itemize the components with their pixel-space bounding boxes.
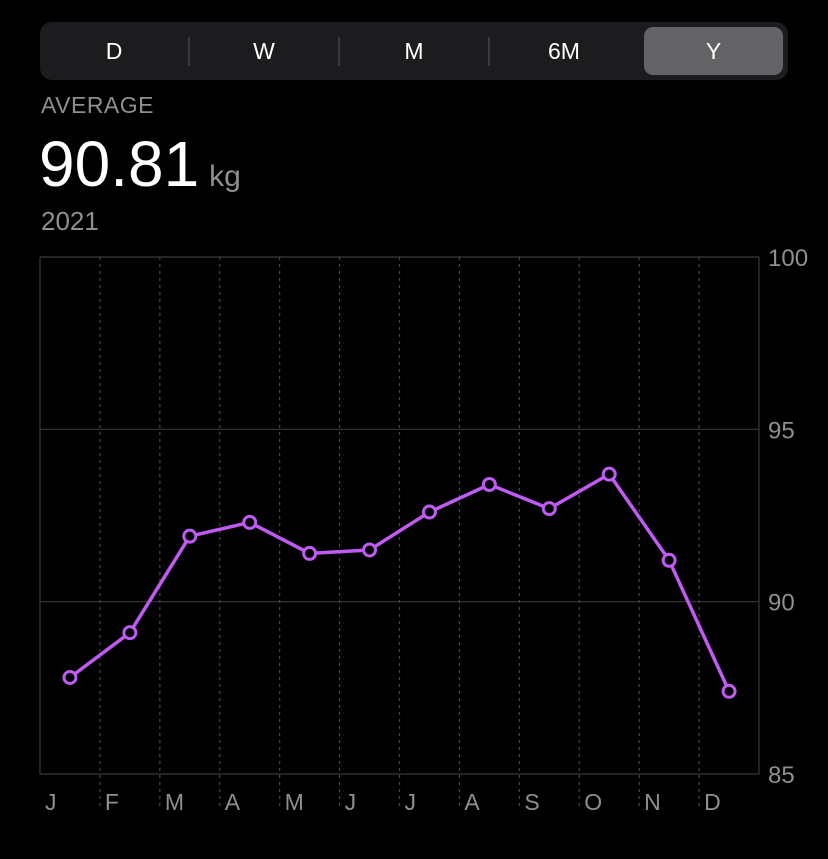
data-point (541, 501, 557, 517)
data-point (302, 545, 318, 561)
average-value-row: 90.81 kg (39, 128, 241, 213)
x-tick-label: O (584, 789, 602, 815)
data-point (362, 542, 378, 558)
data-point (601, 466, 617, 482)
x-tick-label: J (45, 789, 57, 815)
x-tick-label: J (405, 789, 417, 815)
x-tick-label: M (285, 789, 304, 815)
time-range-selector: D W M 6M Y (40, 22, 788, 80)
range-month-button[interactable]: M (404, 38, 424, 64)
data-point (421, 504, 437, 520)
range-week-button[interactable]: W (253, 38, 275, 64)
data-point (182, 528, 198, 544)
period-label: 2021 (41, 206, 99, 236)
segment-divider (488, 37, 490, 66)
x-tick-label: M (165, 789, 184, 815)
data-point (242, 514, 258, 530)
y-tick-label: 85 (768, 762, 795, 789)
range-year-button[interactable]: Y (644, 27, 783, 75)
y-tick-label: 100 (768, 245, 808, 272)
data-point (721, 683, 737, 699)
data-point (122, 625, 138, 641)
y-tick-label: 90 (768, 590, 795, 617)
range-six-month-button[interactable]: 6M (548, 38, 580, 64)
data-point (661, 552, 677, 568)
x-tick-label: A (464, 789, 480, 815)
segment-divider (338, 37, 340, 66)
x-tick-label: N (644, 789, 661, 815)
average-unit: kg (209, 160, 241, 193)
average-value: 90.81 (39, 128, 200, 200)
x-tick-label: J (345, 789, 357, 815)
x-tick-label: D (704, 789, 721, 815)
segment-divider (188, 37, 190, 66)
x-tick-label: F (105, 789, 119, 815)
x-tick-label: A (225, 789, 241, 815)
x-tick-label: S (524, 789, 539, 815)
series-line (68, 472, 731, 694)
data-point (62, 669, 78, 685)
range-day-button[interactable]: D (105, 38, 123, 64)
average-label: AVERAGE (41, 92, 154, 118)
y-tick-label: 95 (768, 417, 795, 444)
data-point (481, 476, 497, 492)
